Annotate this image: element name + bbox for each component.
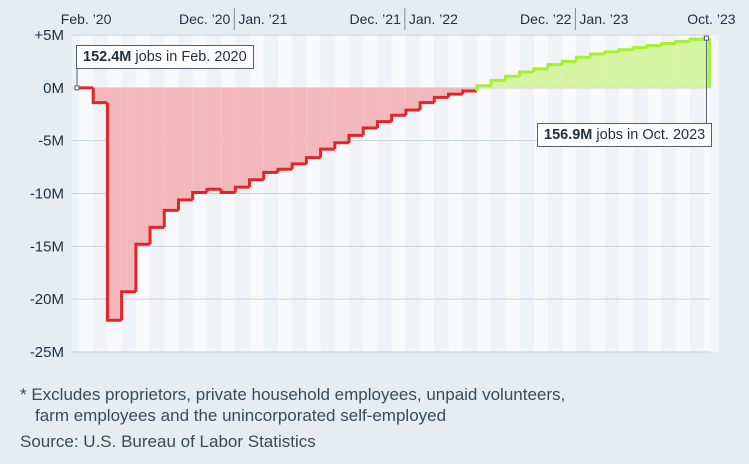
month-bar-negative	[405, 87, 421, 111]
footnote-line-2: farm employees and the unincorporated se…	[35, 406, 447, 425]
month-bar-positive	[619, 49, 634, 88]
month-bar-positive	[562, 61, 577, 88]
x-tick-label: Feb. ’20	[61, 11, 112, 27]
positive-step-line	[475, 36, 710, 92]
annotation-end: 156.9M jobs in Oct. 2023	[537, 123, 713, 147]
month-bar-negative	[334, 87, 350, 143]
month-bar-negative	[249, 87, 264, 180]
y-tick-label: -20M	[30, 291, 64, 308]
source-note: Source: U.S. Bureau of Labor Statistics	[20, 432, 316, 451]
month-bar-positive	[690, 39, 705, 88]
month-bar-positive	[661, 43, 676, 88]
month-bar-negative	[420, 87, 435, 103]
x-tick-label: Jan. ’23	[579, 11, 628, 27]
month-bar-positive	[633, 47, 648, 88]
month-bar-negative	[377, 87, 392, 122]
month-bar-negative	[363, 87, 378, 128]
x-tick-label: Jan. ’21	[238, 11, 287, 27]
month-bar-negative	[121, 87, 136, 292]
chart: +5M 0M -5M -10M -15M -20M -25M Feb. ’20 Dec. ’20…	[30, 8, 736, 361]
annotation-start: 152.4M jobs in Feb. 2020	[76, 45, 254, 69]
annotation-start-value: 152.4M	[83, 49, 132, 65]
month-bar-negative	[164, 87, 179, 211]
month-bar-positive	[519, 71, 534, 88]
month-bar-negative	[434, 87, 449, 98]
y-tick-label: -15M	[30, 238, 64, 255]
month-bar-negative	[235, 87, 250, 188]
month-bar-negative	[206, 87, 222, 190]
annotation-start-text: jobs in Feb. 2020	[131, 49, 247, 65]
month-bar-negative	[263, 87, 278, 173]
month-bar-negative	[349, 87, 364, 136]
y-tick-label: 0M	[43, 80, 64, 97]
x-tick-label: Jan. ’22	[409, 11, 458, 27]
footnote: * Excludes proprietors, private househol…	[20, 384, 720, 426]
x-tick-label: Dec. ’20	[179, 11, 231, 27]
month-bar-positive	[576, 57, 591, 88]
month-bar-negative	[306, 87, 321, 158]
month-bar-negative	[391, 87, 406, 116]
month-bar-negative	[320, 87, 335, 150]
negative-area	[93, 87, 477, 321]
y-tick-label: -25M	[30, 344, 64, 361]
y-tick-label: -10M	[30, 186, 64, 203]
y-tick-label: -5M	[38, 133, 64, 150]
month-bar-negative	[462, 87, 477, 92]
month-bar-negative	[107, 87, 122, 321]
month-bar-positive	[505, 76, 520, 88]
month-bar-negative	[135, 87, 151, 245]
month-bar-negative	[448, 87, 463, 95]
month-bar-positive	[491, 80, 506, 88]
month-bar-positive	[590, 54, 605, 88]
month-bar-negative	[221, 87, 236, 193]
month-bar-negative	[277, 87, 293, 170]
month-bar-positive	[604, 51, 620, 88]
month-bar-positive	[533, 68, 548, 88]
x-tick-label: Dec. ’21	[350, 11, 402, 27]
annotation-start-marker	[74, 85, 80, 91]
annotation-end-value: 156.9M	[544, 127, 593, 143]
month-bar-negative	[93, 87, 108, 103]
annotation-end-text: jobs in Oct. 2023	[592, 127, 706, 143]
x-tick-label: Dec. ’22	[520, 11, 572, 27]
month-bar-positive	[647, 45, 662, 88]
x-tick-label: Oct. ’23	[687, 11, 735, 27]
month-bar-positive	[675, 41, 691, 88]
month-bar-negative	[192, 87, 207, 193]
month-bar-negative	[292, 87, 307, 164]
footnote-line-1: * Excludes proprietors, private househol…	[20, 385, 566, 404]
y-tick-label: +5M	[34, 27, 64, 44]
month-bar-negative	[178, 87, 193, 200]
annotation-end-marker	[703, 35, 709, 41]
month-bar-negative	[150, 87, 165, 228]
positive-area	[476, 38, 710, 88]
month-bar-positive	[547, 64, 563, 88]
negative-step-line	[79, 86, 477, 322]
month-stripe	[704, 35, 719, 352]
